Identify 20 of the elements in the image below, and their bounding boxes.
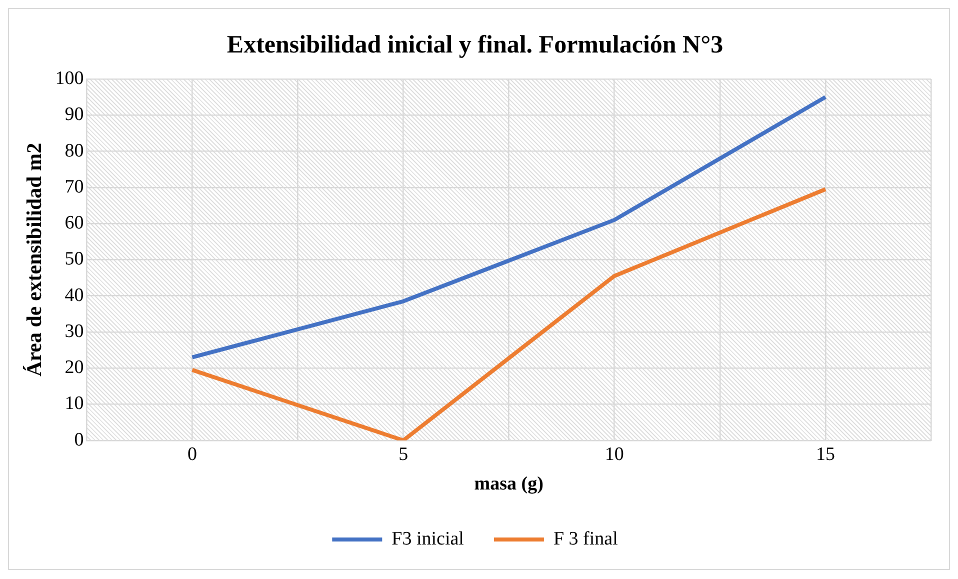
legend-label: F 3 final	[553, 528, 618, 550]
y-tick-label: 100	[55, 68, 84, 89]
x-tick-label: 15	[816, 444, 835, 465]
y-tick-label: 70	[64, 176, 84, 198]
x-tick-label: 10	[604, 444, 624, 465]
x-tick-label: 5	[398, 444, 408, 465]
y-tick-label: 30	[64, 320, 84, 342]
x-axis-title: masa (g)	[474, 474, 544, 495]
y-axis-title: Área de extensibilidad m2	[22, 142, 46, 376]
chart-title: Extensibilidad inicial y final. Formulación N°3	[226, 31, 724, 58]
y-tick-label: 20	[64, 357, 84, 378]
y-tick-label: 10	[64, 393, 84, 414]
y-tick-label: 80	[64, 140, 84, 162]
y-tick-label: 40	[64, 284, 84, 306]
y-tick-label: 60	[64, 212, 84, 234]
legend-label: F3 inicial	[392, 528, 464, 550]
y-tick-label: 50	[64, 248, 84, 270]
y-tick-label: 0	[74, 429, 84, 450]
x-tick-label: 0	[187, 444, 197, 465]
y-tick-label: 90	[64, 104, 84, 126]
